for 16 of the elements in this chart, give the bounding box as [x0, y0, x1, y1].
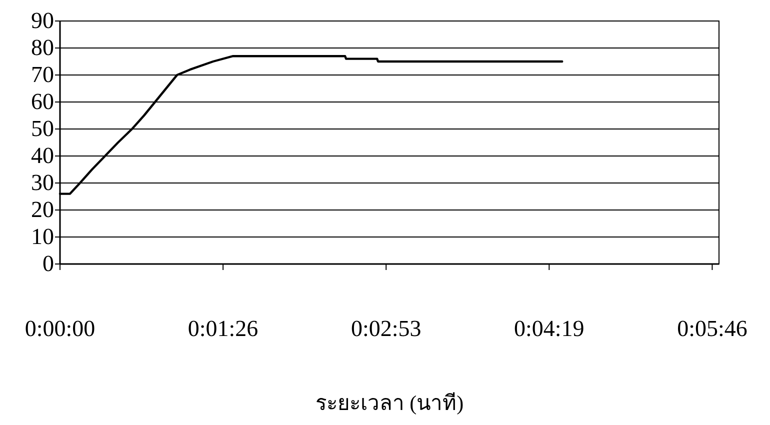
x-axis-title: ระยะเวลา (นาที): [315, 391, 464, 415]
y-tick-label: 40: [31, 143, 54, 168]
y-tick-label: 50: [31, 116, 54, 141]
y-tick-label: 70: [31, 62, 54, 87]
y-tick-label: 0: [42, 251, 54, 276]
y-tick-label: 60: [31, 89, 54, 114]
x-tick-label: 0:02:53: [350, 316, 422, 341]
x-tick-label: 0:04:19: [514, 316, 584, 341]
y-tick-label: 10: [31, 224, 54, 249]
y-tick-label: 30: [31, 170, 54, 195]
x-tick-label: 0:01:26: [188, 316, 258, 341]
y-tick-label: 90: [31, 8, 54, 33]
y-tick-label: 80: [31, 35, 54, 60]
x-tick-label: 0:05:46: [677, 316, 748, 341]
x-tick-label: 0:00:00: [24, 316, 96, 341]
y-tick-label: 20: [31, 197, 54, 222]
